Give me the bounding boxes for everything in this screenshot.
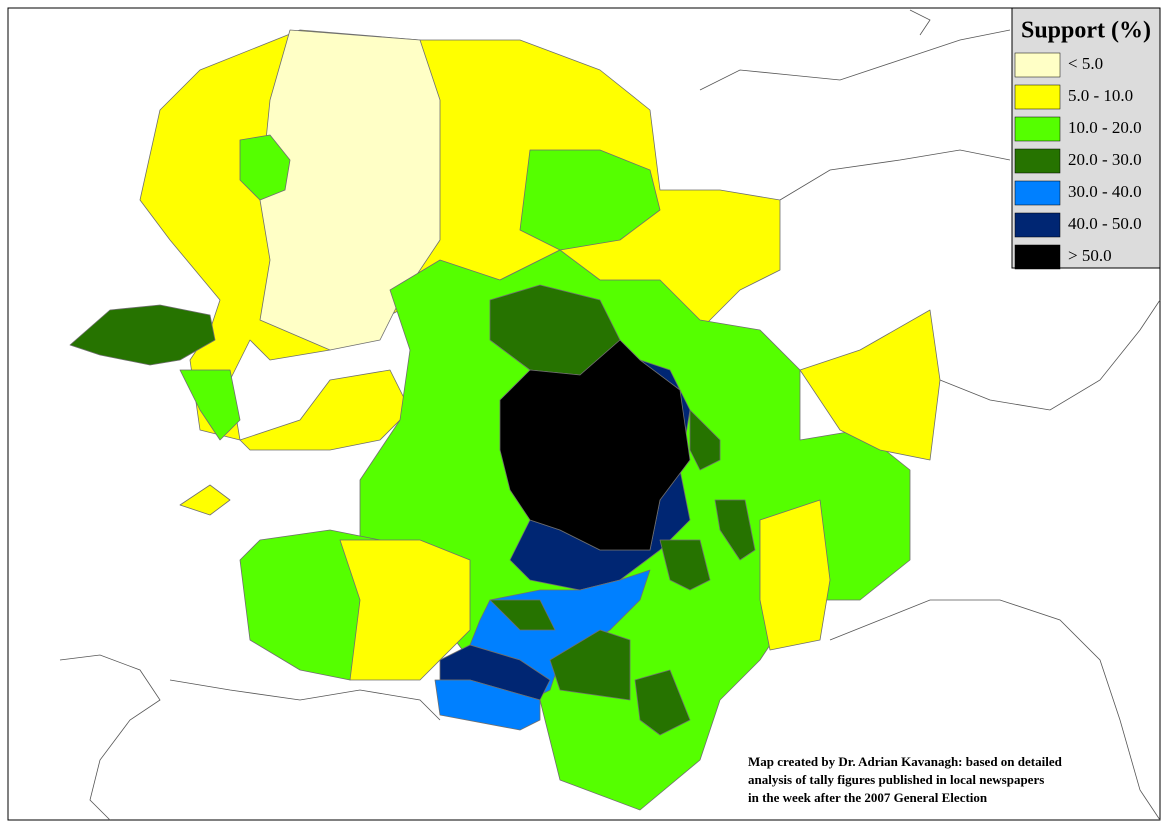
legend-swatch (1014, 116, 1061, 142)
legend: Support (%) < 5.0 5.0 - 10.0 10.0 - 20.0 20… (1011, 7, 1161, 270)
legend-title: Support (%) (1021, 18, 1151, 44)
region (799, 309, 941, 461)
region (689, 409, 721, 471)
region (714, 499, 756, 561)
legend-items: < 5.0 5.0 - 10.0 10.0 - 20.0 20.0 - 30.0 30.… (1014, 52, 1142, 270)
region (549, 629, 631, 701)
regions (69, 29, 941, 811)
credit-line: Map created by Dr. Adrian Kavanagh: base… (748, 754, 1063, 769)
credit-line: in the week after the 2007 General Elect… (748, 790, 988, 805)
region (339, 539, 471, 681)
region (239, 134, 291, 201)
region (499, 339, 691, 551)
region (489, 599, 556, 631)
legend-swatch (1014, 148, 1061, 174)
region (519, 149, 661, 251)
region (179, 369, 241, 441)
coastlines (59, 9, 1161, 821)
legend-swatch (1014, 212, 1061, 238)
coastline (829, 599, 1161, 821)
legend-swatch (1014, 180, 1061, 206)
legend-label: 30.0 - 40.0 (1068, 182, 1142, 201)
credit-line: analysis of tally figures published in l… (748, 772, 1044, 787)
coastline (909, 9, 931, 36)
coastline (699, 29, 1011, 91)
region (179, 484, 231, 516)
region (659, 539, 711, 591)
coastline (779, 149, 1011, 201)
legend-label: 20.0 - 30.0 (1068, 150, 1142, 169)
coastline (59, 654, 161, 821)
legend-label: < 5.0 (1068, 54, 1103, 73)
legend-label: 10.0 - 20.0 (1068, 118, 1142, 137)
coastline (169, 679, 441, 721)
region (434, 679, 541, 731)
credit: Map created by Dr. Adrian Kavanagh: base… (748, 754, 1063, 805)
region (634, 669, 691, 736)
legend-swatch (1014, 84, 1061, 110)
coastline (939, 299, 1161, 411)
legend-swatch (1014, 52, 1061, 78)
legend-swatch (1014, 244, 1061, 270)
region (259, 29, 441, 351)
legend-label: > 50.0 (1068, 246, 1112, 265)
legend-label: 40.0 - 50.0 (1068, 214, 1142, 233)
legend-label: 5.0 - 10.0 (1068, 86, 1133, 105)
region (69, 304, 216, 366)
region (759, 499, 831, 651)
